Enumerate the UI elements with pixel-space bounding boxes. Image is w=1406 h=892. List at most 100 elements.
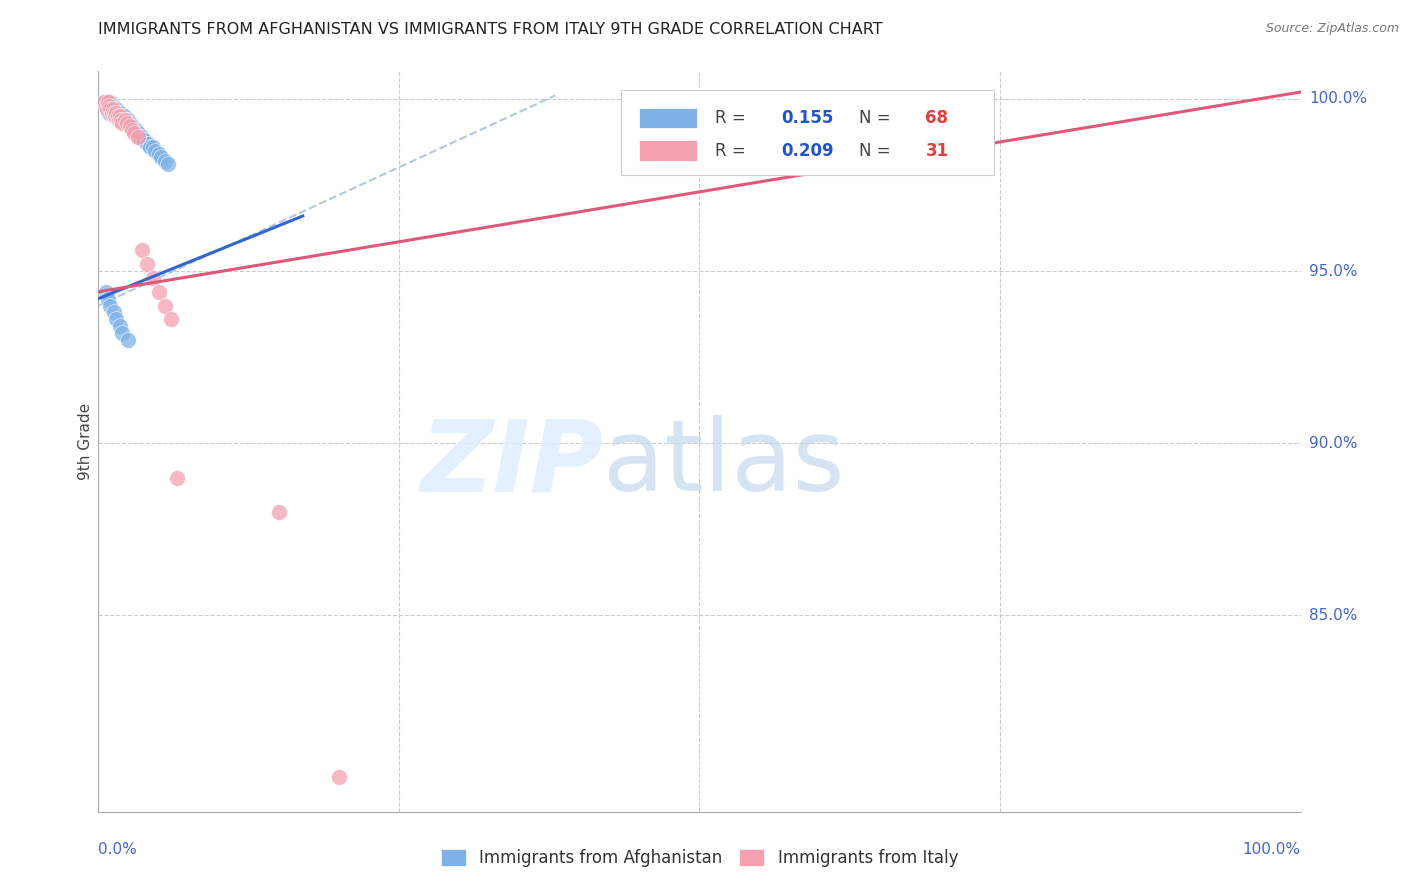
Point [100, 102, 122, 116]
Point [117, 116, 139, 130]
Point [114, 112, 136, 127]
Point [129, 129, 152, 144]
Point [93, 95, 115, 110]
Point [121, 120, 143, 134]
Point [153, 153, 176, 168]
Point [101, 99, 124, 113]
Point [112, 112, 135, 127]
Point [141, 271, 163, 285]
Point [108, 105, 131, 120]
Text: 85.0%: 85.0% [1309, 608, 1357, 623]
Point [159, 312, 181, 326]
Point [139, 140, 162, 154]
Point [105, 105, 128, 120]
Point [105, 102, 128, 116]
Point [127, 129, 149, 144]
Point [131, 129, 153, 144]
Point [328, 770, 350, 784]
Text: R =: R = [716, 142, 751, 160]
Point [157, 157, 180, 171]
Point [108, 109, 131, 123]
Point [108, 109, 131, 123]
Point [107, 105, 129, 120]
Point [101, 102, 124, 116]
Point [103, 102, 125, 116]
Point [148, 147, 170, 161]
Point [98, 102, 121, 116]
Point [96, 99, 118, 113]
Point [135, 136, 157, 151]
Point [111, 109, 134, 123]
Text: 0.155: 0.155 [782, 109, 834, 127]
Text: ZIP: ZIP [420, 416, 603, 512]
Y-axis label: 9th Grade: 9th Grade [77, 403, 93, 480]
Point [125, 126, 148, 140]
Point [108, 319, 131, 334]
Point [120, 120, 142, 134]
Point [132, 133, 155, 147]
Point [141, 140, 163, 154]
FancyBboxPatch shape [640, 140, 697, 161]
Point [124, 126, 146, 140]
Point [101, 102, 124, 116]
Text: Source: ZipAtlas.com: Source: ZipAtlas.com [1265, 22, 1399, 36]
Point [132, 133, 155, 147]
Point [97, 95, 120, 110]
Point [104, 109, 127, 123]
Point [117, 112, 139, 127]
Text: 68: 68 [925, 109, 949, 127]
Text: atlas: atlas [603, 416, 845, 512]
Point [108, 109, 131, 123]
Point [118, 116, 141, 130]
Point [98, 105, 121, 120]
Point [100, 99, 122, 113]
Point [110, 112, 132, 127]
Point [94, 99, 117, 113]
Point [111, 116, 134, 130]
Point [96, 102, 118, 116]
Point [108, 105, 131, 120]
Text: 0.0%: 0.0% [98, 842, 138, 857]
Text: 100.0%: 100.0% [1309, 91, 1367, 106]
FancyBboxPatch shape [640, 108, 697, 128]
Point [110, 109, 132, 123]
Point [105, 105, 128, 120]
Point [97, 292, 120, 306]
Point [97, 95, 120, 110]
Point [100, 102, 122, 116]
Point [153, 299, 176, 313]
Point [124, 123, 146, 137]
Legend: Immigrants from Afghanistan, Immigrants from Italy: Immigrants from Afghanistan, Immigrants … [434, 842, 965, 874]
Point [114, 112, 136, 127]
Point [111, 326, 134, 340]
Text: R =: R = [716, 109, 751, 127]
Point [96, 102, 118, 116]
Point [103, 105, 125, 120]
Point [143, 144, 166, 158]
Point [100, 299, 122, 313]
Point [112, 109, 135, 123]
Text: 100.0%: 100.0% [1243, 842, 1301, 857]
Point [131, 244, 153, 258]
Point [117, 116, 139, 130]
Point [128, 129, 150, 144]
Point [103, 105, 125, 120]
Text: 90.0%: 90.0% [1309, 436, 1357, 450]
Point [166, 471, 188, 485]
Point [104, 102, 127, 116]
Text: N =: N = [859, 142, 896, 160]
Point [149, 151, 172, 165]
Point [100, 99, 122, 113]
Text: 0.209: 0.209 [782, 142, 834, 160]
Point [117, 333, 139, 347]
Point [97, 99, 120, 113]
Point [115, 112, 138, 127]
Point [105, 312, 128, 326]
Point [107, 109, 129, 123]
Text: 95.0%: 95.0% [1309, 263, 1357, 278]
Text: 31: 31 [925, 142, 949, 160]
Point [136, 136, 159, 151]
Point [267, 505, 290, 519]
Point [118, 120, 141, 134]
Point [100, 95, 122, 110]
